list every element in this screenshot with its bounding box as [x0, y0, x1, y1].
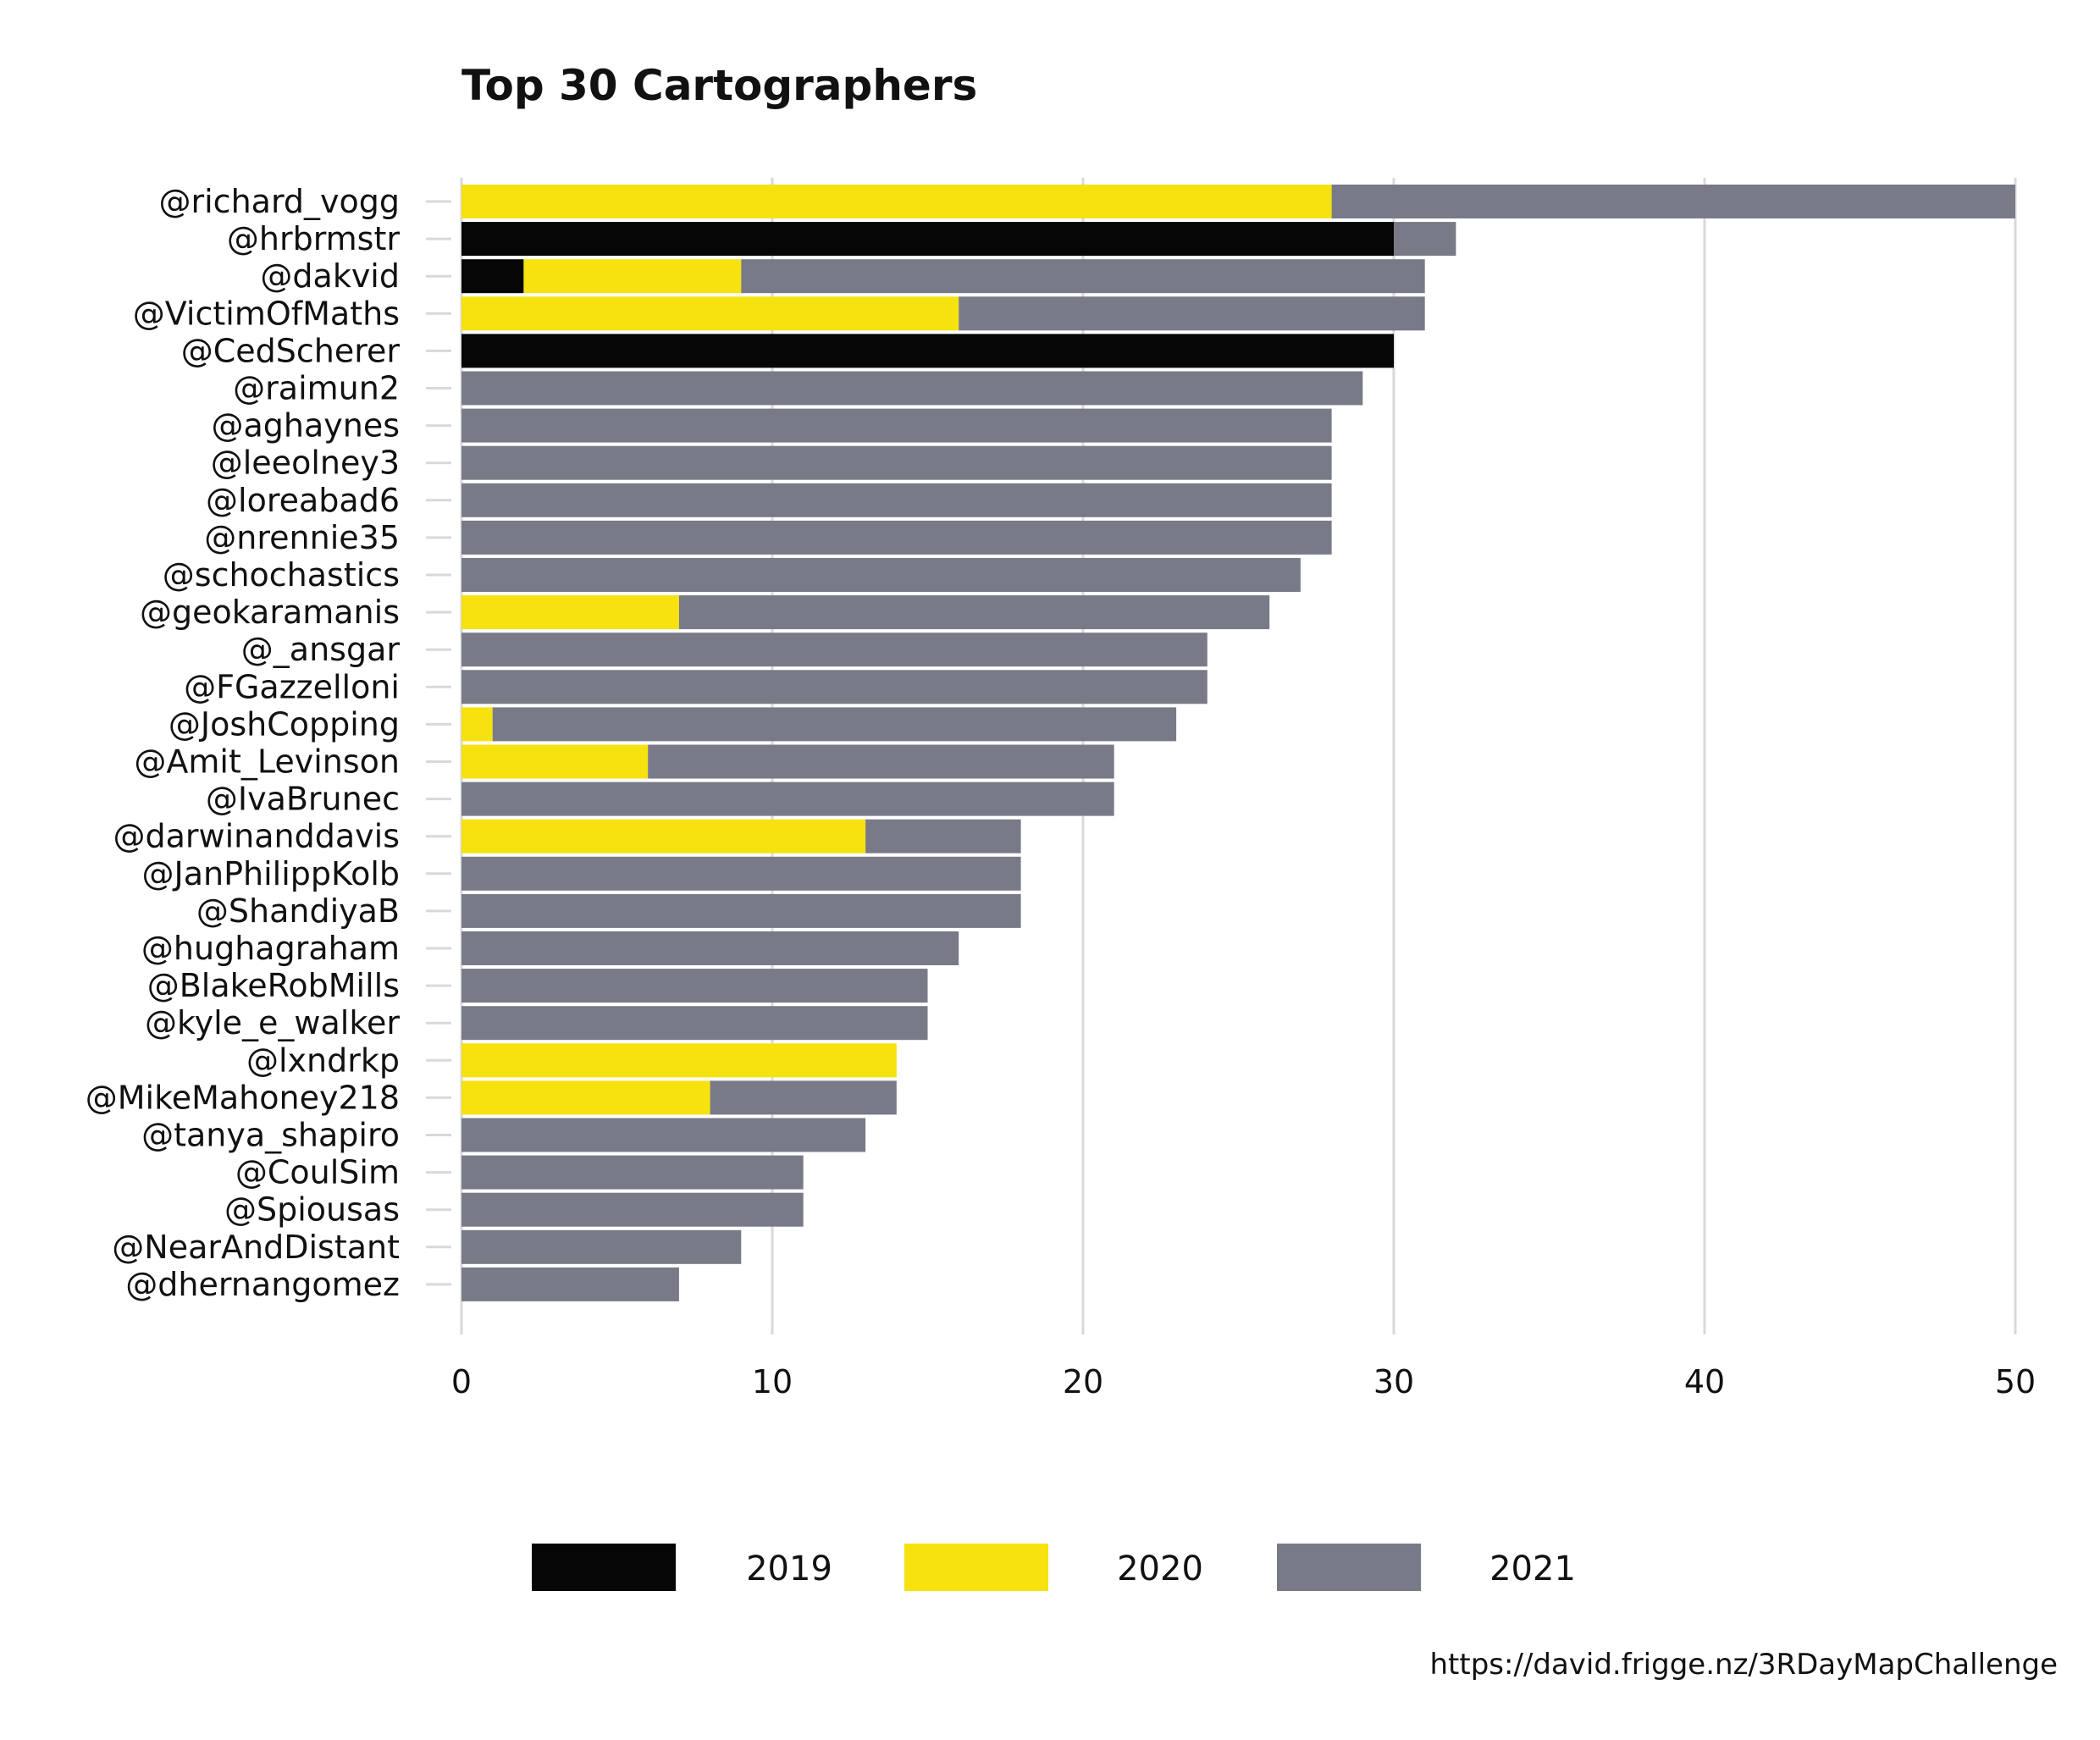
bar-2020: [461, 1043, 897, 1078]
y-tick-label: @loreabad6: [206, 482, 400, 519]
bar-2021: [1394, 222, 1456, 257]
bar-2021: [461, 632, 1208, 667]
y-tick-label: @richard_vogg: [159, 183, 401, 220]
x-tick-label: 50: [1995, 1363, 2036, 1400]
bar-2021: [461, 969, 928, 1003]
legend-key-2021: [1277, 1544, 1421, 1591]
legend-label-2021: 2021: [1489, 1549, 1576, 1588]
bar-2020: [461, 185, 1332, 218]
y-axis: @richard_vogg@hrbrmstr@dakvid@VictimOfMa…: [86, 183, 451, 1303]
bar-2020: [461, 819, 866, 853]
legend: 2019 2020 2021: [532, 1544, 1576, 1591]
bars: [461, 185, 2015, 1301]
bar-2021: [865, 819, 1021, 853]
bar-2020: [461, 744, 649, 779]
bar-2021: [461, 782, 1114, 816]
bar-2020: [461, 595, 679, 630]
y-tick-label: @aghaynes: [211, 407, 400, 445]
bar-2021: [648, 744, 1114, 779]
y-tick-label: @hrbrmstr: [227, 220, 400, 257]
bar-2021: [461, 893, 1021, 928]
bar-2021: [461, 445, 1332, 480]
bar-2021: [461, 1006, 928, 1041]
x-tick-label: 0: [451, 1363, 472, 1400]
y-tick-label: @MikeMahoney218: [86, 1079, 400, 1116]
y-tick-label: @Amit_Levinson: [134, 743, 400, 781]
legend-label-2020: 2020: [1117, 1549, 1203, 1588]
y-tick-label: @JoshCopping: [169, 705, 400, 743]
y-tick-label: @hughagraham: [141, 930, 400, 967]
y-tick-label: @VictimOfMaths: [133, 295, 400, 332]
y-tick-label: @geokaramanis: [140, 594, 400, 631]
bar-2021: [461, 856, 1021, 891]
y-tick-label: @dakvid: [260, 257, 400, 295]
y-tick-label: @_ansgar: [241, 631, 401, 668]
y-tick-label: @ShandiyaB: [196, 892, 400, 930]
bar-2021: [959, 296, 1425, 331]
bar-2021: [461, 670, 1208, 704]
x-tick-label: 30: [1373, 1363, 1414, 1400]
chart-caption: https://david.frigge.nz/3RDayMapChalleng…: [1429, 1648, 2058, 1682]
bar-2021: [461, 1118, 866, 1152]
bar-2021: [461, 520, 1332, 555]
bar-2021: [461, 371, 1363, 406]
bar-2020: [461, 707, 493, 742]
legend-key-2019: [532, 1544, 676, 1591]
bar-2021: [461, 931, 959, 965]
y-tick-label: @leeolney3: [211, 445, 400, 482]
x-tick-label: 20: [1063, 1363, 1103, 1400]
bar-2019: [461, 334, 1394, 368]
bar-2021: [461, 408, 1332, 443]
bar-2020: [461, 296, 959, 331]
bar-2021: [492, 707, 1177, 742]
y-tick-label: @dhernangomez: [125, 1266, 400, 1303]
y-tick-label: @nrennie35: [204, 519, 400, 556]
bar-2021: [461, 1155, 804, 1190]
bar-2020: [523, 259, 742, 294]
bar-2021: [710, 1080, 897, 1115]
bar-2019: [461, 222, 1394, 257]
legend-label-2019: 2019: [746, 1549, 832, 1588]
x-tick-label: 10: [752, 1363, 793, 1400]
y-tick-label: @NearAndDistant: [112, 1229, 400, 1266]
bar-2021: [678, 595, 1270, 630]
y-tick-label: @tanya_shapiro: [141, 1117, 400, 1154]
y-tick-label: @CoulSim: [235, 1154, 400, 1191]
y-tick-label: @BlakeRobMills: [147, 967, 400, 1004]
y-tick-label: @Spiousas: [224, 1191, 400, 1229]
y-tick-label: @kyle_e_walker: [145, 1004, 400, 1041]
x-tick-label: 40: [1684, 1363, 1725, 1400]
legend-key-2020: [904, 1544, 1048, 1591]
bar-2019: [461, 259, 524, 294]
y-tick-label: @FGazzelloni: [184, 668, 400, 705]
y-tick-label: @schochastics: [163, 556, 400, 594]
y-tick-label: @lxndrkp: [246, 1041, 400, 1079]
bar-2021: [1331, 185, 2015, 218]
y-tick-label: @CedScherer: [181, 332, 401, 369]
bar-2021: [461, 1192, 804, 1227]
bar-2021: [461, 1229, 742, 1264]
bar-2021: [741, 259, 1425, 294]
chart-title: Top 30 Cartographers: [461, 61, 977, 110]
y-tick-label: @IvaBrunec: [206, 781, 400, 818]
bar-2020: [461, 1080, 710, 1115]
bar-2021: [461, 483, 1332, 517]
bar-2021: [461, 558, 1301, 592]
y-tick-label: @darwinanddavis: [113, 818, 401, 855]
x-axis: 0 10 20 30 40 50: [451, 1321, 2036, 1400]
bar-2021: [461, 1267, 679, 1301]
y-tick-label: @raimun2: [233, 370, 400, 407]
y-tick-label: @JanPhilippKolb: [142, 855, 400, 892]
